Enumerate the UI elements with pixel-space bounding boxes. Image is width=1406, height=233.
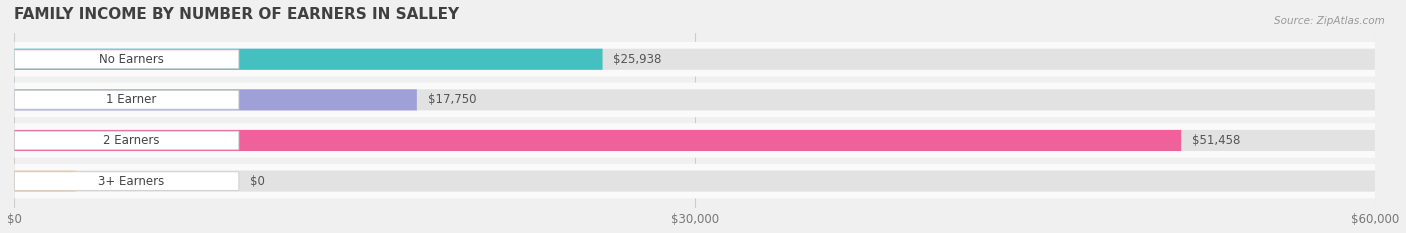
FancyBboxPatch shape: [14, 164, 1375, 198]
FancyBboxPatch shape: [14, 82, 1375, 117]
FancyBboxPatch shape: [14, 49, 603, 70]
Text: Source: ZipAtlas.com: Source: ZipAtlas.com: [1274, 16, 1385, 26]
Text: $17,750: $17,750: [427, 93, 477, 106]
FancyBboxPatch shape: [14, 89, 1375, 110]
FancyBboxPatch shape: [14, 171, 76, 192]
FancyBboxPatch shape: [14, 171, 1375, 192]
Text: 1 Earner: 1 Earner: [105, 93, 156, 106]
FancyBboxPatch shape: [14, 49, 1375, 70]
FancyBboxPatch shape: [14, 42, 1375, 76]
Text: $51,458: $51,458: [1192, 134, 1240, 147]
FancyBboxPatch shape: [14, 50, 239, 69]
FancyBboxPatch shape: [14, 131, 239, 150]
Text: $25,938: $25,938: [613, 53, 662, 66]
FancyBboxPatch shape: [14, 123, 1375, 158]
Text: 2 Earners: 2 Earners: [103, 134, 159, 147]
FancyBboxPatch shape: [14, 130, 1181, 151]
FancyBboxPatch shape: [14, 130, 1375, 151]
FancyBboxPatch shape: [14, 91, 239, 109]
Text: FAMILY INCOME BY NUMBER OF EARNERS IN SALLEY: FAMILY INCOME BY NUMBER OF EARNERS IN SA…: [14, 7, 460, 22]
Text: 3+ Earners: 3+ Earners: [98, 175, 165, 188]
Text: No Earners: No Earners: [98, 53, 163, 66]
FancyBboxPatch shape: [14, 89, 416, 110]
FancyBboxPatch shape: [14, 172, 239, 190]
Text: $0: $0: [250, 175, 264, 188]
